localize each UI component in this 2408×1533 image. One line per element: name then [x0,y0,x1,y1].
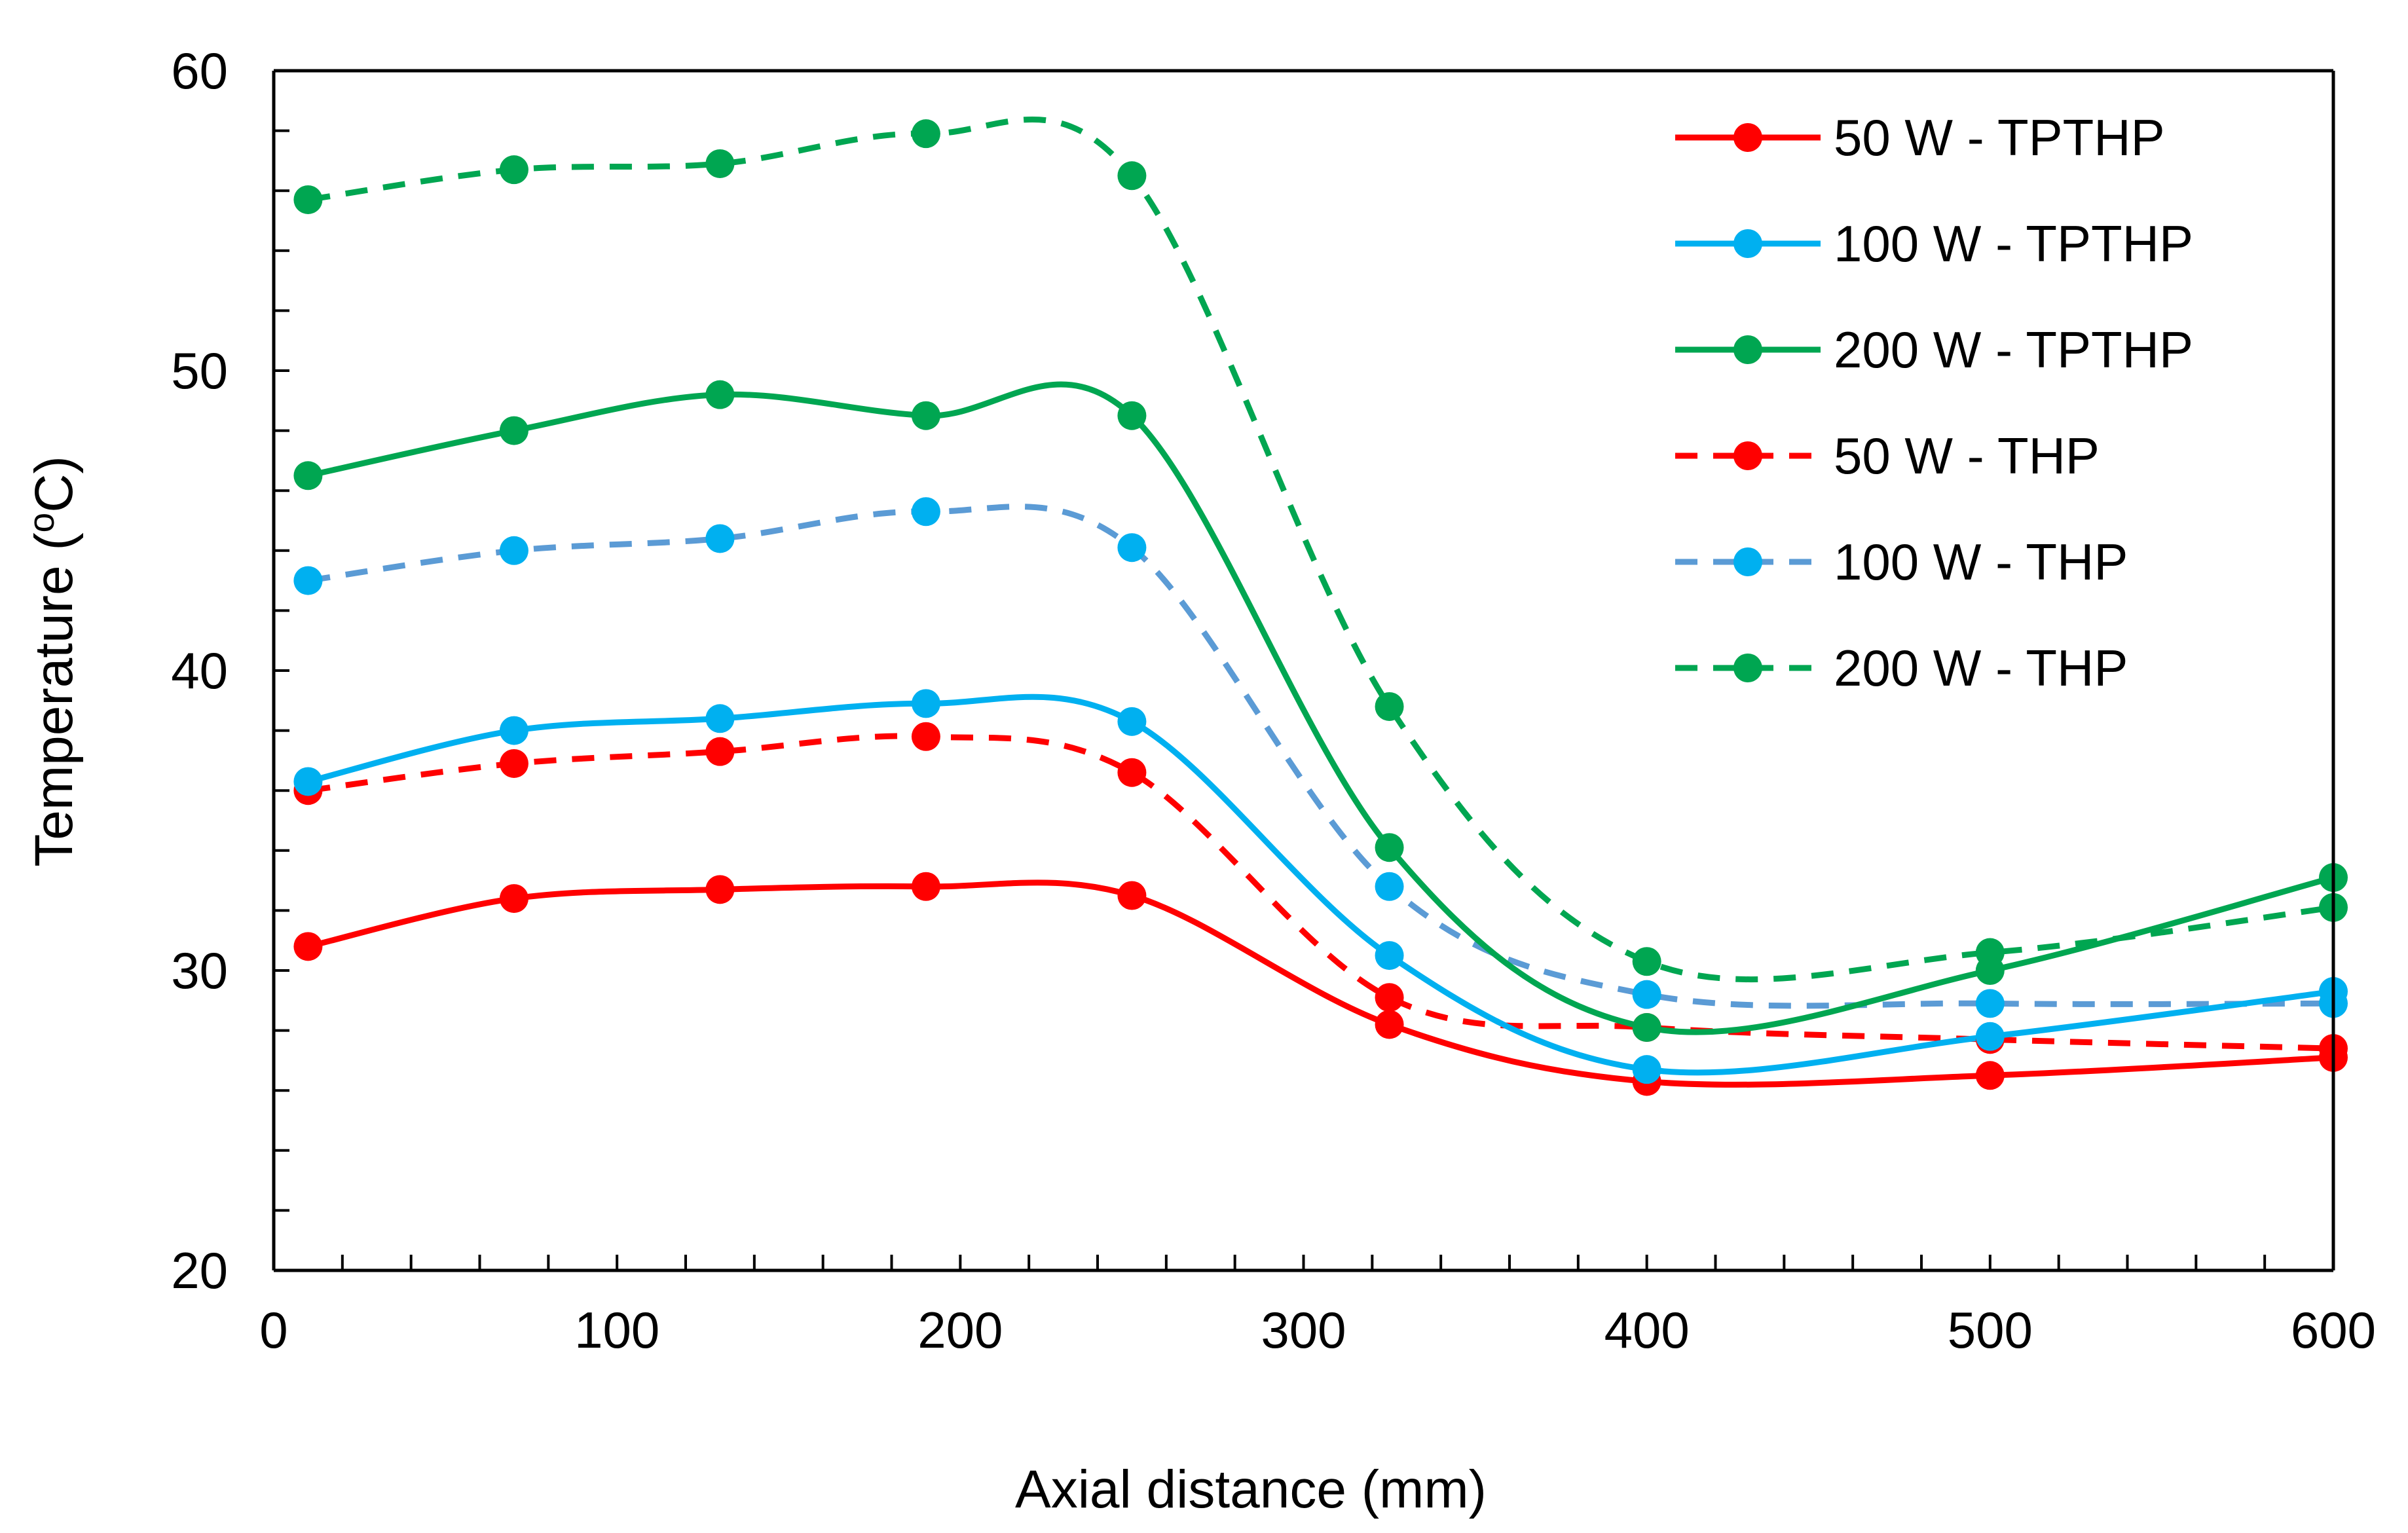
data-point-200-w-tpthp [1632,1013,1661,1043]
legend-marker-100-w-tpthp [1733,229,1762,258]
series-line-50-w-tpthp [307,879,2334,1088]
series-line-50-w-thp [307,733,2334,1052]
data-point-100-w-thp [293,566,323,595]
data-point-200-w-thp [499,155,528,185]
y-axis-title-suffix: C) [24,456,84,513]
data-point-200-w-thp [911,119,940,149]
data-point-100-w-thp [911,497,940,526]
axes [272,69,2335,1272]
tick-labels: 0 100 200 300 400 500 600 20 30 40 50 60 [171,42,2376,1359]
data-point-100-w-thp [499,536,528,565]
legend-marker-50-w-thp [1733,441,1762,470]
legend-label-50-w-thp: 50 W - THP [1834,427,2100,485]
x-tick-label: 500 [1948,1301,2033,1359]
y-tick-label: 50 [171,342,228,399]
data-point-200-w-thp [705,149,735,178]
series-line-100-w-thp [307,504,2334,1009]
legend-marker-50-w-tpthp [1733,123,1762,152]
data-point-50-w-tpthp [1117,881,1147,910]
data-point-50-w-tpthp [911,872,940,901]
data-point-50-w-tpthp [705,875,735,904]
data-point-50-w-tpthp [1375,1010,1404,1039]
data-point-100-w-tpthp [1375,941,1404,970]
x-tick-label: 0 [259,1301,287,1359]
x-tick-label: 200 [917,1301,1003,1359]
y-tick-label: 40 [171,642,228,699]
data-point-200-w-tpthp [911,401,940,430]
data-point-100-w-tpthp [1632,1055,1661,1084]
data-point-100-w-tpthp [499,716,528,745]
plot-lines [307,116,2335,1088]
legend-label-100-w-tpthp: 100 W - TPTHP [1834,215,2193,272]
series-line-200-w-tpthp [307,381,2335,1035]
data-point-200-w-thp [1117,161,1147,191]
legend-label-100-w-thp: 100 W - THP [1834,533,2128,591]
data-point-50-w-tpthp [499,884,528,914]
x-tick-label: 400 [1604,1301,1690,1359]
data-point-200-w-tpthp [1375,833,1404,862]
data-point-100-w-thp [1975,989,2005,1018]
data-point-50-w-thp [911,722,940,751]
data-point-100-w-thp [1632,980,1661,1009]
y-tick-label: 20 [171,1242,228,1299]
y-axis-title-main: Temperature ( [24,532,84,866]
data-point-200-w-tpthp [499,416,528,445]
data-point-200-w-tpthp [705,380,735,409]
y-tick-label: 30 [171,942,228,999]
data-point-200-w-thp [1375,692,1404,721]
legend-label-50-w-tpthp: 50 W - TPTHP [1834,109,2165,166]
y-axis-title-superscript: o [21,513,62,533]
y-tick-label: 60 [171,42,228,100]
data-point-200-w-thp [1632,947,1661,976]
x-tick-label: 600 [2291,1301,2376,1359]
data-point-100-w-tpthp [1117,707,1147,736]
x-axis-title: Axial distance (mm) [1015,1460,1487,1519]
legend-label-200-w-tpthp: 200 W - TPTHP [1834,321,2193,379]
data-point-200-w-thp [293,185,323,214]
legend-marker-200-w-tpthp [1733,335,1762,364]
series-line-100-w-tpthp [307,693,2334,1076]
series-line-200-w-thp [307,116,2334,983]
data-point-50-w-tpthp [1975,1061,2005,1090]
x-tick-label: 300 [1261,1301,1346,1359]
data-point-200-w-tpthp [1117,401,1147,430]
legend-label-200-w-thp: 200 W - THP [1834,639,2128,697]
data-point-50-w-thp [1375,983,1404,1012]
data-point-200-w-tpthp [293,461,323,490]
legend: 50 W - TPTHP 100 W - TPTHP 200 W - TPTHP 50… [1675,109,2193,697]
data-point-100-w-thp [705,524,735,553]
legend-marker-100-w-thp [1733,547,1762,576]
data-point-50-w-thp [1117,758,1147,787]
plot-markers [293,119,2348,1096]
data-point-100-w-tpthp [911,689,940,718]
y-axis-title: Temperature (oC) [21,456,84,867]
data-point-200-w-tpthp [1975,956,2005,985]
data-point-100-w-tpthp [705,704,735,733]
data-point-100-w-tpthp [293,767,323,796]
data-point-100-w-tpthp [1975,1022,2005,1051]
data-point-50-w-tpthp [293,932,323,961]
data-point-50-w-thp [499,748,528,778]
data-point-100-w-thp [1375,872,1404,901]
legend-marker-200-w-thp [1733,654,1762,682]
data-point-100-w-thp [1117,533,1147,563]
data-point-50-w-thp [705,737,735,766]
x-tick-label: 100 [574,1301,659,1359]
